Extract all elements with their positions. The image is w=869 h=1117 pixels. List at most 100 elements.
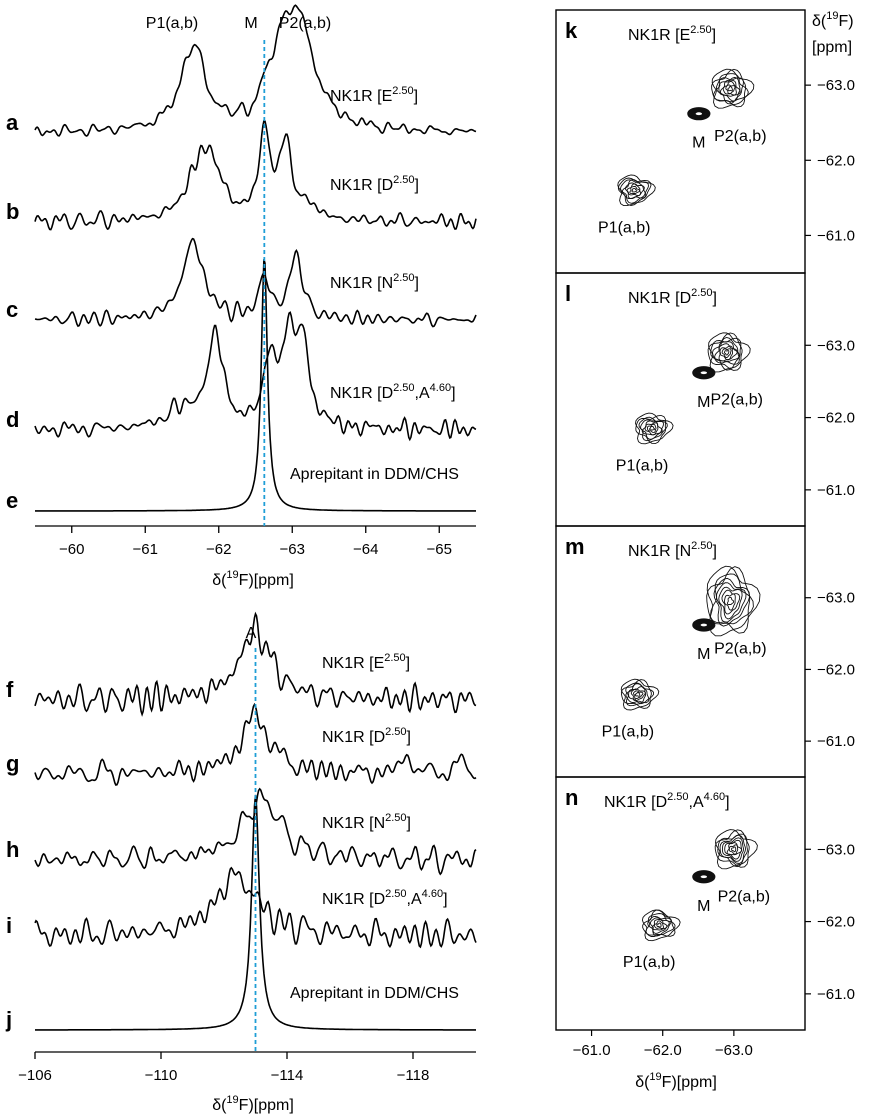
contour-p1 [617, 177, 652, 206]
panel-letter-g: g [6, 751, 19, 776]
contour-p2 [724, 839, 743, 860]
panel-letter-i: i [6, 913, 12, 938]
contour-p2 [714, 341, 740, 363]
trace-label-f: NK1R [E2.50] [322, 652, 410, 672]
contour-p2 [707, 332, 743, 371]
contour-p1 [641, 420, 663, 436]
spectrum-trace-d [34, 311, 477, 442]
right-y-axis-unit: [ppm] [812, 39, 852, 56]
contour-p2 [723, 350, 730, 356]
contour-p2 [713, 577, 751, 627]
bottom-x-axis-title: δ(19F)[ppm] [212, 1094, 294, 1114]
contour-m [699, 874, 709, 880]
trace-label-e: Aprepitant in DDM/CHS [290, 466, 459, 483]
contour-p2 [727, 596, 735, 606]
contour-p2 [721, 348, 732, 358]
y-tick-label: −61.0 [817, 986, 855, 1003]
contour-p2 [727, 85, 733, 92]
contour-label-p1: P1(a,b) [598, 219, 650, 236]
trace-label-b: NK1R [D2.50] [330, 174, 419, 194]
panel-letter-n: n [565, 785, 578, 810]
contour-p2 [708, 332, 751, 373]
panel-letter-m: m [565, 534, 585, 559]
contour-p2 [717, 833, 748, 868]
contour-panel-k: −63.0 −62.0 −61.0 k NK1R [E2.50] M P2(a,b) P1(a… [555, 9, 855, 274]
contour-label-p2: P2(a,b) [714, 128, 766, 145]
contour-panel-frame [555, 9, 806, 274]
panel-letter-e: e [6, 488, 18, 513]
contour-p1 [631, 187, 638, 193]
contour-p1 [645, 913, 676, 936]
x-tick-label: −61 [133, 541, 158, 558]
spectrum-trace-a [34, 4, 477, 137]
contour-p1 [642, 909, 676, 937]
contour-m [694, 111, 704, 117]
contour-p2 [713, 73, 749, 103]
contour-p2 [711, 68, 755, 109]
contour-m [699, 370, 709, 376]
x-tick-label: −110 [145, 1067, 178, 1084]
panel-title-l: NK1R [D2.50] [628, 287, 717, 307]
x-tick-label: −106 [18, 1067, 52, 1084]
contour-label-p1: P1(a,b) [602, 724, 654, 741]
peak-label-m: M [244, 15, 257, 32]
contour-p2 [728, 844, 739, 855]
spectrum-trace-e [35, 259, 476, 512]
panel-title-n: NK1R [D2.50,A4.60] [604, 791, 730, 811]
trace-label-i: NK1R [D2.50,A4.60] [322, 888, 448, 908]
contour-p1 [633, 690, 644, 700]
contour-label-m: M [697, 394, 710, 411]
contour-p2 [722, 81, 737, 96]
panel-letter-a: a [6, 110, 19, 135]
panel-letter-b: b [6, 199, 19, 224]
y-tick-label: −63.0 [817, 841, 855, 858]
contour-p1 [653, 920, 664, 929]
contour-panel-frame [555, 776, 806, 1031]
trace-label-c: NK1R [N2.50] [330, 272, 419, 292]
contour-p1 [622, 179, 647, 200]
contour-p1 [640, 419, 664, 440]
contour-p2 [706, 566, 751, 634]
contour-p2 [709, 573, 754, 625]
peak-label-a: A [246, 625, 257, 642]
trace-label-h: NK1R [N2.50] [322, 812, 411, 832]
contour-p2 [714, 829, 750, 868]
right-x-axis-title: δ(19F)[ppm] [635, 1071, 717, 1091]
spectrum-trace-c [34, 237, 477, 328]
trace-label-g: NK1R [D2.50] [322, 726, 411, 746]
contour-panel-l: −63.0 −62.0 −61.0 l NK1R [D2.50] M P2(a,b) P1(a… [555, 272, 855, 527]
panel-title-m: NK1R [N2.50] [628, 540, 717, 560]
contour-p1 [630, 688, 646, 702]
contour-p1 [629, 186, 640, 195]
contour-p1 [646, 423, 657, 434]
panel-letter-c: c [6, 297, 18, 322]
panel-title-k: NK1R [E2.50] [628, 24, 716, 44]
top-x-axis-title: δ(19F)[ppm] [212, 569, 294, 589]
contour-label-p2: P2(a,b) [718, 888, 770, 905]
x-tick-label: −114 [271, 1067, 304, 1084]
right-2d-panels: δ(19F) [ppm] −63.0 −62.0 −61.0 k NK1R [E2.50… [555, 9, 855, 1091]
contour-p2 [716, 582, 747, 623]
contour-panel-frame [555, 525, 806, 778]
contour-p1 [644, 422, 659, 436]
contour-p2 [715, 829, 758, 870]
contour-p2 [725, 84, 736, 95]
contour-panel-frame [555, 272, 806, 527]
trace-label-j: Aprepitant in DDM/CHS [290, 985, 459, 1002]
contour-label-m: M [692, 135, 705, 152]
y-tick-label: −62.0 [817, 661, 855, 678]
y-tick-label: −61.0 [817, 482, 855, 499]
contour-p1 [635, 414, 667, 445]
contour-p2 [722, 837, 745, 862]
contour-p2 [718, 586, 743, 620]
panel-letter-f: f [6, 677, 14, 702]
y-tick-label: −62.0 [817, 914, 855, 931]
x-tick-label: −62 [206, 541, 231, 558]
y-tick-label: −63.0 [817, 590, 855, 607]
contour-p1 [620, 179, 649, 204]
y-tick-label: −62.0 [817, 410, 855, 427]
contour-label-p1: P1(a,b) [616, 457, 668, 474]
right-y-axis-title: δ(19F) [812, 10, 854, 30]
contour-panel-m: −63.0 −62.0 −61.0 m NK1R [N2.50] M P2(a,b) P1(a… [555, 525, 855, 778]
